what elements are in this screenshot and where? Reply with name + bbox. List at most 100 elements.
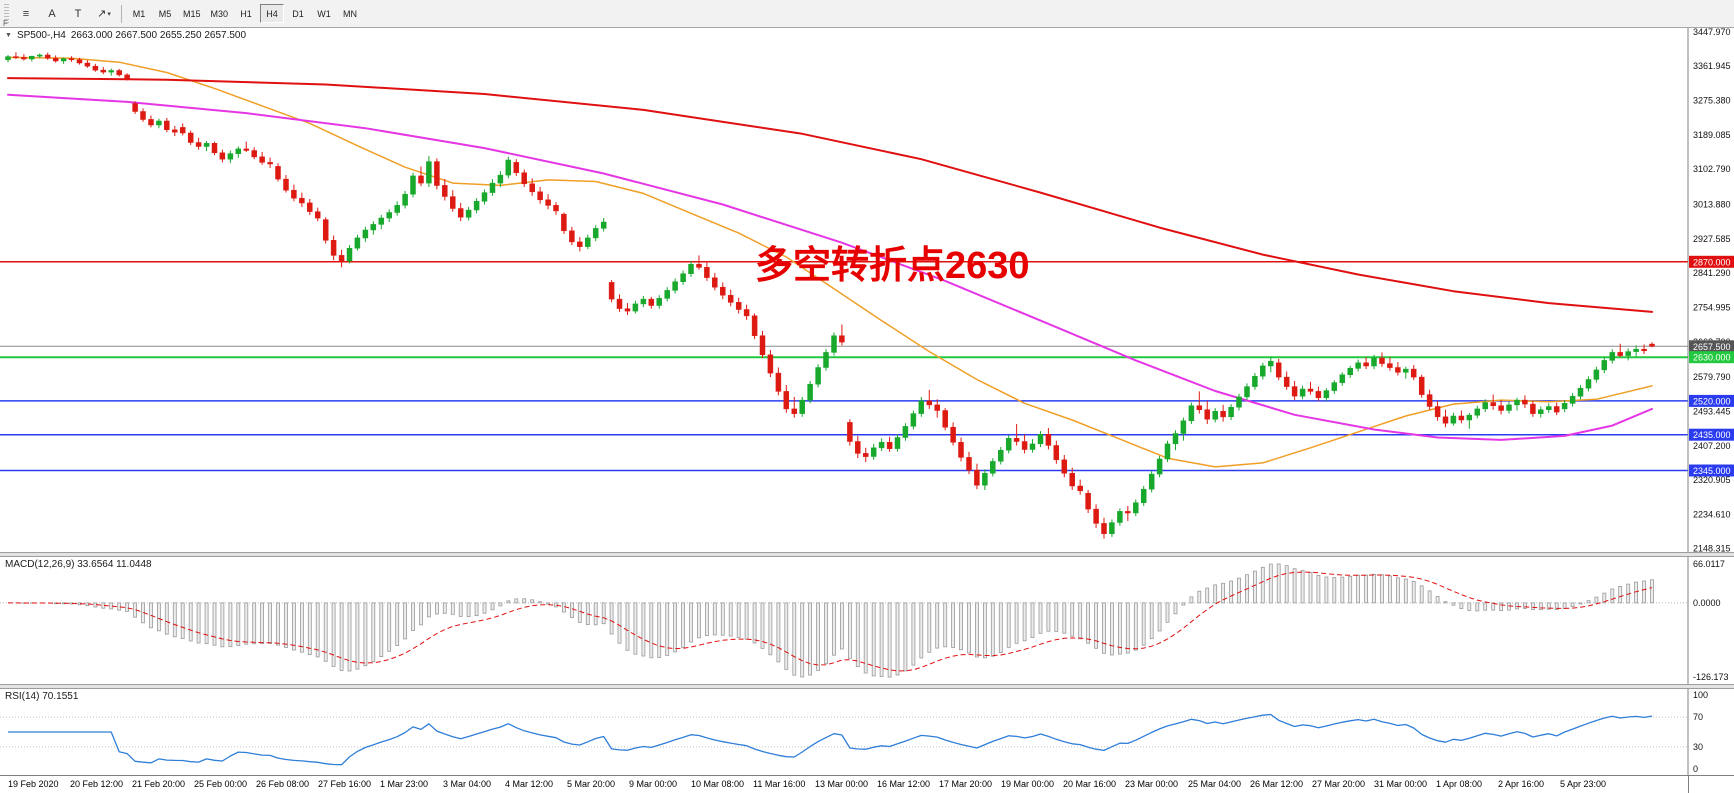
price-axis-label: 3447.970: [1693, 28, 1731, 37]
price-axis-label: 2148.315: [1693, 544, 1731, 552]
rsi-line: [8, 713, 1653, 766]
time-label: 5 Mar 20:00: [567, 779, 616, 789]
price-level-badge: [1689, 340, 1734, 353]
price-axis-label: 3013.880: [1693, 200, 1731, 210]
svg-text:-126.173: -126.173: [1693, 672, 1729, 682]
timeframe-mn-button[interactable]: MN: [343, 9, 358, 19]
price-level-badge-text: 2630.000: [1693, 353, 1731, 363]
rsi-label: RSI(14) 70.1551: [5, 691, 79, 702]
arrow-tool-button[interactable]: A: [48, 7, 56, 20]
timeframe-w1-button[interactable]: W1: [317, 9, 331, 19]
price-level-badge: [1689, 464, 1734, 477]
time-label: 26 Mar 12:00: [1250, 779, 1304, 789]
timeframe-buttons: M1 M5 M15 M30 H1 H4 D1 W1 MN: [126, 4, 363, 23]
main-chart-header: ▼ SP500-,H4 2663.000 2667.500 2655.250 2…: [5, 30, 246, 41]
macd-axis[interactable]: 66.0117 0.0000 -126.173: [1687, 557, 1729, 684]
time-label: 13 Mar 00:00: [815, 779, 869, 789]
svg-text:0.0000: 0.0000: [1693, 598, 1721, 608]
ma-fast-line: [7, 56, 1653, 468]
price-level-badge: [1689, 428, 1734, 441]
rsi-pane[interactable]: RSI(14) 70.1551 100 70 30 0: [0, 689, 1734, 775]
price-level-badge: [1689, 255, 1734, 268]
chart-title: SP500-,H4: [16, 30, 66, 41]
price-axis-label: 3361.945: [1693, 61, 1731, 71]
chinese-annotation[interactable]: 多空转折点2630: [755, 245, 1030, 287]
toolbar-grip[interactable]: [4, 3, 9, 24]
time-label: 27 Feb 16:00: [318, 779, 372, 789]
price-axis[interactable]: 3447.970 3361.945 3275.380 3189.085 3102.790…: [1687, 28, 1734, 552]
pane-splitter-macd[interactable]: [0, 552, 1734, 557]
price-level-badge-text: 2345.000: [1693, 466, 1731, 476]
time-label: 1 Mar 23:00: [380, 779, 429, 789]
price-level-badge: [1689, 394, 1734, 407]
timeframe-m30-button[interactable]: M30: [210, 9, 229, 19]
time-label: 19 Feb 2020: [8, 779, 59, 789]
price-axis-label: 2754.995: [1693, 303, 1731, 313]
time-label: 26 Feb 08:00: [256, 779, 310, 789]
macd-label: MACD(12,26,9) 33.6564 11.0448: [5, 559, 152, 570]
main-chart-pane[interactable]: ▼ SP500-,H4 2663.000 2667.500 2655.250 2…: [0, 28, 1734, 552]
time-label: 11 Mar 16:00: [753, 779, 806, 789]
macd-histogram: [21, 563, 1654, 678]
price-level-badge-text: 2870.000: [1693, 257, 1731, 267]
price-axis-label: 2407.200: [1693, 441, 1731, 451]
ma-slow-line: [7, 77, 1653, 313]
rsi-header: RSI(14) 70.1551: [5, 691, 78, 702]
timeframe-d1-button[interactable]: D1: [292, 9, 304, 19]
toolbar-f-label: F: [3, 19, 8, 28]
price-axis-label: 3275.380: [1693, 96, 1731, 106]
time-label: 20 Mar 16:00: [1063, 779, 1117, 789]
price-axis-label: 2841.290: [1693, 268, 1731, 278]
main-chart-canvas[interactable]: 多空转折点2630 3447.970 3361.945 3275.380 3189.08…: [0, 28, 1734, 552]
price-axis-label: 3189.085: [1693, 130, 1731, 140]
time-axis[interactable]: 19 Feb 2020 20 Feb 12:00 21 Feb 20:00 25 Fe…: [0, 775, 1734, 793]
price-level-badge-text: 2435.000: [1693, 430, 1731, 440]
macd-canvas[interactable]: 66.0117 0.0000 -126.173: [0, 557, 1734, 684]
time-label: 4 Mar 12:00: [505, 779, 554, 789]
rsi-canvas[interactable]: 100 70 30 0: [0, 689, 1734, 775]
timeframe-h1-button[interactable]: H1: [240, 9, 252, 19]
chart-bars-icon[interactable]: ≡: [22, 7, 30, 20]
time-label: 9 Mar 00:00: [629, 779, 678, 789]
macd-pane[interactable]: MACD(12,26,9) 33.6564 11.0448 66.0117 0.0…: [0, 557, 1734, 684]
macd-signal-line: [8, 571, 1653, 672]
chart-ohlc-values: 2663.000 2667.500 2655.250 2657.500: [70, 30, 247, 41]
price-axis-label: 3102.790: [1693, 164, 1731, 174]
timeframe-m5-button[interactable]: M5: [158, 9, 172, 19]
time-label: 25 Feb 00:00: [194, 779, 248, 789]
time-label: 27 Mar 20:00: [1312, 779, 1366, 789]
pane-splitter-rsi[interactable]: [0, 684, 1734, 689]
svg-text:0: 0: [1693, 764, 1698, 774]
macd-header: MACD(12,26,9) 33.6564 11.0448: [5, 559, 152, 570]
time-label: 10 Mar 08:00: [691, 779, 745, 789]
time-label: 19 Mar 00:00: [1001, 779, 1055, 789]
timeframe-m1-button[interactable]: M1: [132, 9, 146, 19]
candles: [5, 52, 1655, 539]
price-level-badge-text: 2657.500: [1693, 342, 1731, 352]
time-label: 23 Mar 00:00: [1125, 779, 1179, 789]
time-label: 20 Feb 12:00: [70, 779, 124, 789]
level-lines[interactable]: [0, 261, 1688, 472]
price-axis-label: 2927.585: [1693, 234, 1731, 244]
price-level-badge: [1689, 351, 1734, 364]
price-level-badge-text: 2520.000: [1693, 396, 1731, 406]
timeframe-h4-button[interactable]: H4: [260, 4, 285, 23]
time-label: 25 Mar 04:00: [1188, 779, 1242, 789]
time-label: 17 Mar 20:00: [939, 779, 993, 789]
polyline-tool-button[interactable]: ↗ ▾: [97, 8, 111, 20]
time-label: 5 Apr 23:00: [1560, 779, 1607, 789]
price-axis-label: 2234.610: [1693, 509, 1731, 519]
svg-text:66.0117: 66.0117: [1693, 559, 1725, 569]
rsi-axis[interactable]: 100 70 30 0: [1687, 689, 1708, 775]
toolbar-icon-buttons: ≡ A T ↗ ▾: [13, 2, 117, 25]
price-axis-label: 2493.445: [1693, 407, 1731, 417]
timeframe-m15-button[interactable]: M15: [183, 9, 201, 19]
svg-text:100: 100: [1693, 690, 1708, 700]
time-axis-corner-line: [1688, 776, 1689, 793]
toolbar-separator: [121, 4, 122, 23]
top-toolbar: ≡ A T ↗ ▾ M1 M5 M15 M30 H1 H4 D1 W1 MN F: [0, 0, 1734, 28]
price-axis-label: 2579.790: [1693, 372, 1731, 382]
time-label: 31 Mar 00:00: [1374, 779, 1428, 789]
text-tool-button[interactable]: T: [74, 7, 82, 20]
time-label: 16 Mar 12:00: [877, 779, 931, 789]
